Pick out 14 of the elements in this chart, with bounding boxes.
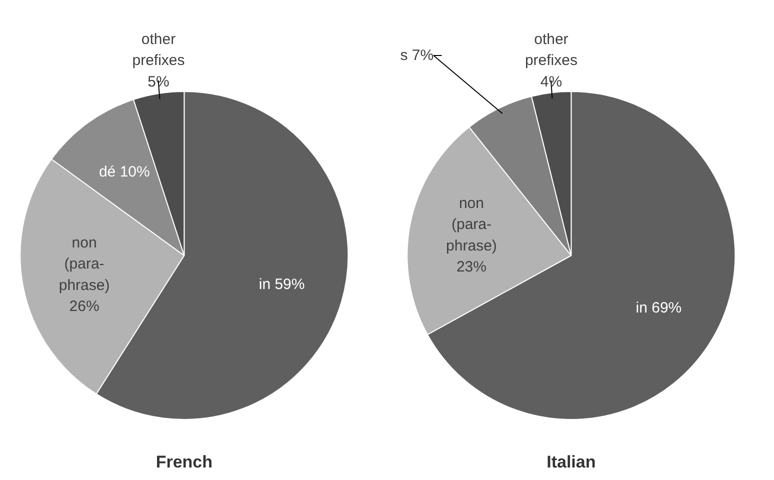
data-label: 26% (69, 298, 100, 316)
data-label: 4% (540, 73, 562, 90)
data-label: 23% (456, 258, 487, 276)
slice-label: dé 10% (98, 163, 150, 180)
slice-label: other prefixes (524, 30, 578, 69)
slice-label: s 7% (400, 47, 434, 64)
slice-label: non (para-phrase) (58, 234, 110, 294)
slice-label: non (para-phrase) (446, 194, 497, 254)
text: Italian (546, 452, 596, 472)
slice-label: in 59% (258, 276, 305, 293)
text: French (156, 452, 213, 472)
slice-label: in 69% (636, 300, 682, 317)
slice-label: other prefixes (132, 30, 185, 69)
data-label: 5% (148, 73, 170, 90)
